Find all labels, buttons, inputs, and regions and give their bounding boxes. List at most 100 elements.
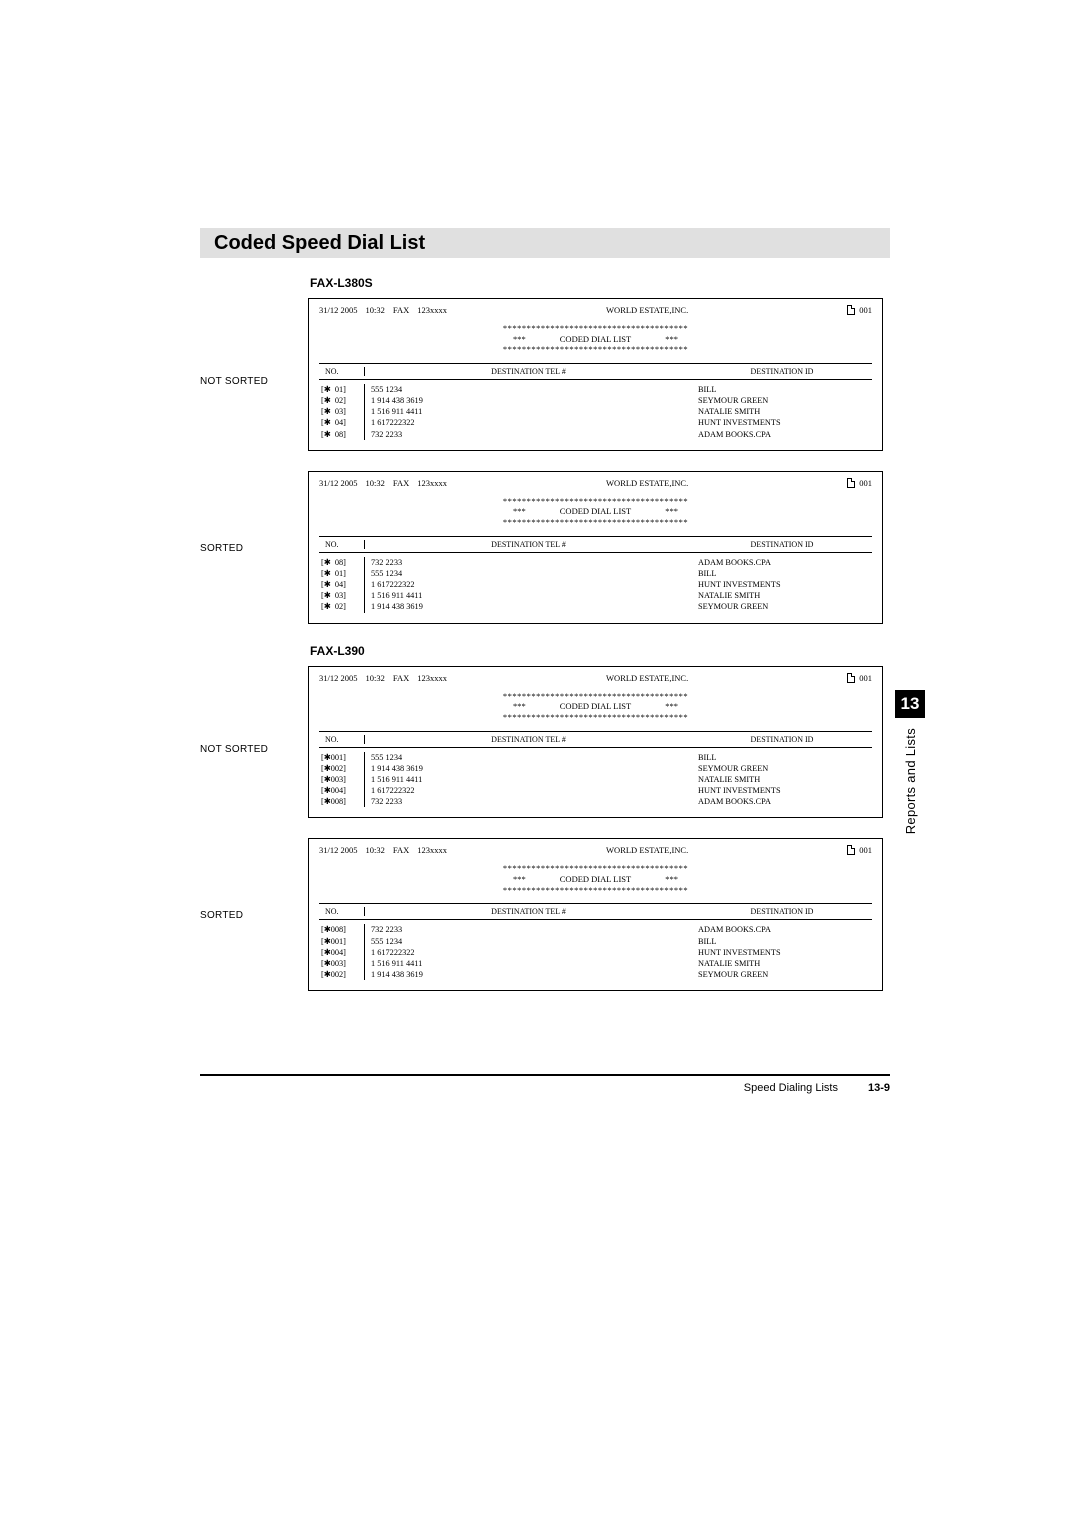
col-no: NO. — [319, 735, 365, 744]
cell-id: SEYMOUR GREEN — [692, 395, 872, 406]
cell-id: SEYMOUR GREEN — [692, 763, 872, 774]
stars-right: *** — [665, 334, 678, 345]
cell-tel: 1 617222322 — [365, 417, 692, 428]
stars-top: *************************************** — [319, 691, 872, 702]
cell-id: ADAM BOOKS.CPA — [692, 924, 872, 935]
cell-no: [✱002] — [319, 763, 365, 774]
cell-tel: 1 617222322 — [365, 785, 692, 796]
cell-id: NATALIE SMITH — [692, 958, 872, 969]
cell-id: BILL — [692, 752, 872, 763]
cell-id: NATALIE SMITH — [692, 774, 872, 785]
table-row: [✱ 04]1 617222322HUNT INVESTMENTS — [319, 417, 872, 428]
cell-no: [✱ 03] — [319, 406, 365, 417]
section-title-bar: Coded Speed Dial List — [200, 228, 890, 258]
table-row: [✱008]732 2233ADAM BOOKS.CPA — [319, 924, 872, 935]
report-mode: FAX — [393, 478, 409, 488]
report-company: WORLD ESTATE,INC. — [447, 845, 847, 855]
section-title: Coded Speed Dial List — [200, 232, 425, 255]
column-headers: NO.DESTINATION TEL #DESTINATION ID — [319, 363, 872, 380]
model-heading: FAX-L380S — [310, 276, 890, 290]
report-title: CODED DIAL LIST — [560, 506, 631, 517]
model-heading: FAX-L390 — [310, 644, 890, 658]
cell-id: HUNT INVESTMENTS — [692, 785, 872, 796]
stars-bottom: *************************************** — [319, 344, 872, 355]
report-tel: 123xxxx — [417, 673, 447, 683]
report-header: 31/12 200510:32FAX123xxxxWORLD ESTATE,IN… — [319, 673, 872, 683]
cell-no: [✱002] — [319, 969, 365, 980]
report-header-left: 31/12 200510:32FAX123xxxx — [319, 478, 447, 488]
stars-right: *** — [665, 874, 678, 885]
cell-tel: 1 516 911 4411 — [365, 590, 692, 601]
table-row: [✱002]1 914 438 3619SEYMOUR GREEN — [319, 969, 872, 980]
title-block: ****************************************… — [319, 496, 872, 528]
cell-id: ADAM BOOKS.CPA — [692, 796, 872, 807]
cell-no: [✱ 01] — [319, 568, 365, 579]
report-company: WORLD ESTATE,INC. — [447, 478, 847, 488]
cell-tel: 732 2233 — [365, 557, 692, 568]
report-tel: 123xxxx — [417, 305, 447, 315]
report-date: 31/12 2005 — [319, 845, 358, 855]
footer-section: Speed Dialing Lists — [744, 1082, 838, 1094]
col-id: DESTINATION ID — [692, 367, 872, 376]
col-tel: DESTINATION TEL # — [365, 907, 692, 916]
cell-tel: 732 2233 — [365, 796, 692, 807]
cell-no: [✱003] — [319, 958, 365, 969]
table-row: [✱ 08]732 2233ADAM BOOKS.CPA — [319, 557, 872, 568]
table-row: [✱002]1 914 438 3619SEYMOUR GREEN — [319, 763, 872, 774]
table-row: [✱001]555 1234BILL — [319, 936, 872, 947]
cell-no: [✱ 04] — [319, 579, 365, 590]
title-block: ****************************************… — [319, 323, 872, 355]
cell-no: [✱ 08] — [319, 557, 365, 568]
table-row: [✱003]1 516 911 4411NATALIE SMITH — [319, 774, 872, 785]
report-wrapper: NOT SORTED31/12 200510:32FAX123xxxxWORLD… — [200, 666, 890, 819]
page-icon — [847, 845, 855, 855]
cell-tel: 1 914 438 3619 — [365, 601, 692, 612]
report-page-num: 001 — [859, 673, 872, 683]
data-rows: [✱001]555 1234BILL[✱002]1 914 438 3619SE… — [319, 752, 872, 808]
cell-tel: 1 914 438 3619 — [365, 395, 692, 406]
column-headers: NO.DESTINATION TEL #DESTINATION ID — [319, 903, 872, 920]
title-row: ***CODED DIAL LIST*** — [319, 874, 872, 885]
title-row: ***CODED DIAL LIST*** — [319, 701, 872, 712]
cell-id: NATALIE SMITH — [692, 406, 872, 417]
col-no: NO. — [319, 367, 365, 376]
stars-top: *************************************** — [319, 323, 872, 334]
page-icon — [847, 673, 855, 683]
label-sorted: SORTED — [200, 910, 243, 921]
stars-left: *** — [513, 334, 526, 345]
cell-no: [✱001] — [319, 936, 365, 947]
label-not-sorted: NOT SORTED — [200, 744, 268, 755]
stars-bottom: *************************************** — [319, 712, 872, 723]
title-block: ****************************************… — [319, 691, 872, 723]
cell-tel: 1 617222322 — [365, 579, 692, 590]
cell-id: ADAM BOOKS.CPA — [692, 429, 872, 440]
table-row: [✱ 03]1 516 911 4411NATALIE SMITH — [319, 590, 872, 601]
stars-left: *** — [513, 874, 526, 885]
cell-tel: 1 617222322 — [365, 947, 692, 958]
cell-tel: 555 1234 — [365, 384, 692, 395]
stars-right: *** — [665, 506, 678, 517]
table-row: [✱001]555 1234BILL — [319, 752, 872, 763]
data-rows: [✱008]732 2233ADAM BOOKS.CPA[✱001]555 12… — [319, 924, 872, 980]
cell-tel: 555 1234 — [365, 936, 692, 947]
stars-bottom: *************************************** — [319, 885, 872, 896]
report-wrapper: NOT SORTED31/12 200510:32FAX123xxxxWORLD… — [200, 298, 890, 451]
stars-left: *** — [513, 701, 526, 712]
cell-tel: 732 2233 — [365, 924, 692, 935]
title-row: ***CODED DIAL LIST*** — [319, 334, 872, 345]
cell-tel: 555 1234 — [365, 752, 692, 763]
table-row: [✱ 01]555 1234BILL — [319, 384, 872, 395]
report-title: CODED DIAL LIST — [560, 701, 631, 712]
footer-rule — [200, 1074, 890, 1076]
report-mode: FAX — [393, 673, 409, 683]
report-header-right: 001 — [847, 673, 872, 683]
report-time: 10:32 — [366, 478, 385, 488]
col-no: NO. — [319, 907, 365, 916]
report-time: 10:32 — [366, 845, 385, 855]
stars-top: *************************************** — [319, 863, 872, 874]
title-block: ****************************************… — [319, 863, 872, 895]
column-headers: NO.DESTINATION TEL #DESTINATION ID — [319, 731, 872, 748]
report-box: 31/12 200510:32FAX123xxxxWORLD ESTATE,IN… — [308, 838, 883, 991]
page-content: Coded Speed Dial List FAX-L380S NOT SORTE… — [200, 228, 890, 1011]
report-page-num: 001 — [859, 305, 872, 315]
